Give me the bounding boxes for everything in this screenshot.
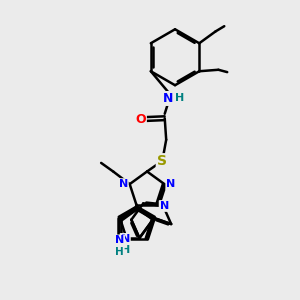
Text: N: N <box>118 179 128 189</box>
Text: N: N <box>163 92 173 105</box>
Text: N: N <box>166 179 176 189</box>
Text: N: N <box>121 234 130 244</box>
Text: N: N <box>160 201 169 211</box>
Text: H: H <box>115 247 124 256</box>
Text: H: H <box>121 245 130 255</box>
Text: H: H <box>176 94 185 103</box>
Text: N: N <box>115 236 124 245</box>
Text: O: O <box>135 112 146 126</box>
Text: S: S <box>157 154 167 168</box>
